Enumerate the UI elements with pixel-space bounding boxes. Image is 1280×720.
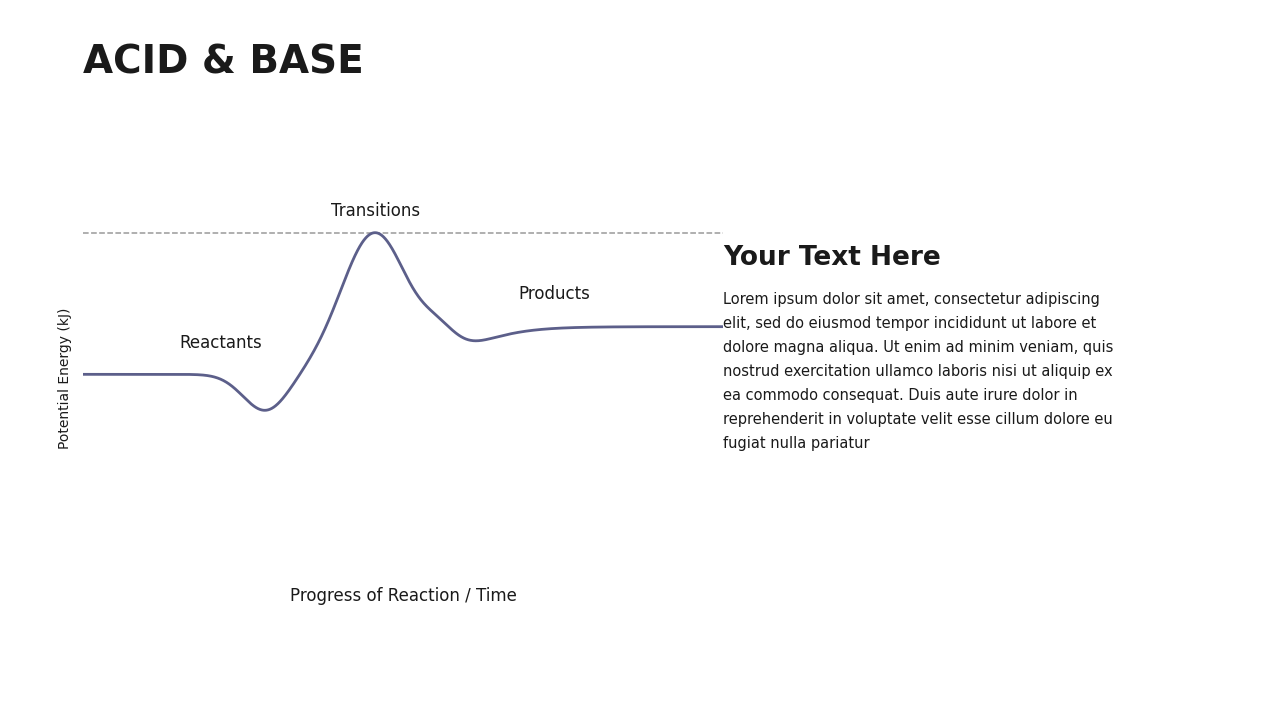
Text: Reactants: Reactants xyxy=(179,334,262,352)
Text: Lorem ipsum dolor sit amet, consectetur adipiscing
elit, sed do eiusmod tempor i: Lorem ipsum dolor sit amet, consectetur … xyxy=(723,292,1114,451)
X-axis label: Progress of Reaction / Time: Progress of Reaction / Time xyxy=(289,587,517,605)
Y-axis label: Potential Energy (kJ): Potential Energy (kJ) xyxy=(58,307,72,449)
Text: Your Text Here: Your Text Here xyxy=(723,245,941,271)
Text: ACID & BASE: ACID & BASE xyxy=(83,43,364,81)
Text: Transitions: Transitions xyxy=(330,202,420,220)
Text: Products: Products xyxy=(518,285,590,303)
